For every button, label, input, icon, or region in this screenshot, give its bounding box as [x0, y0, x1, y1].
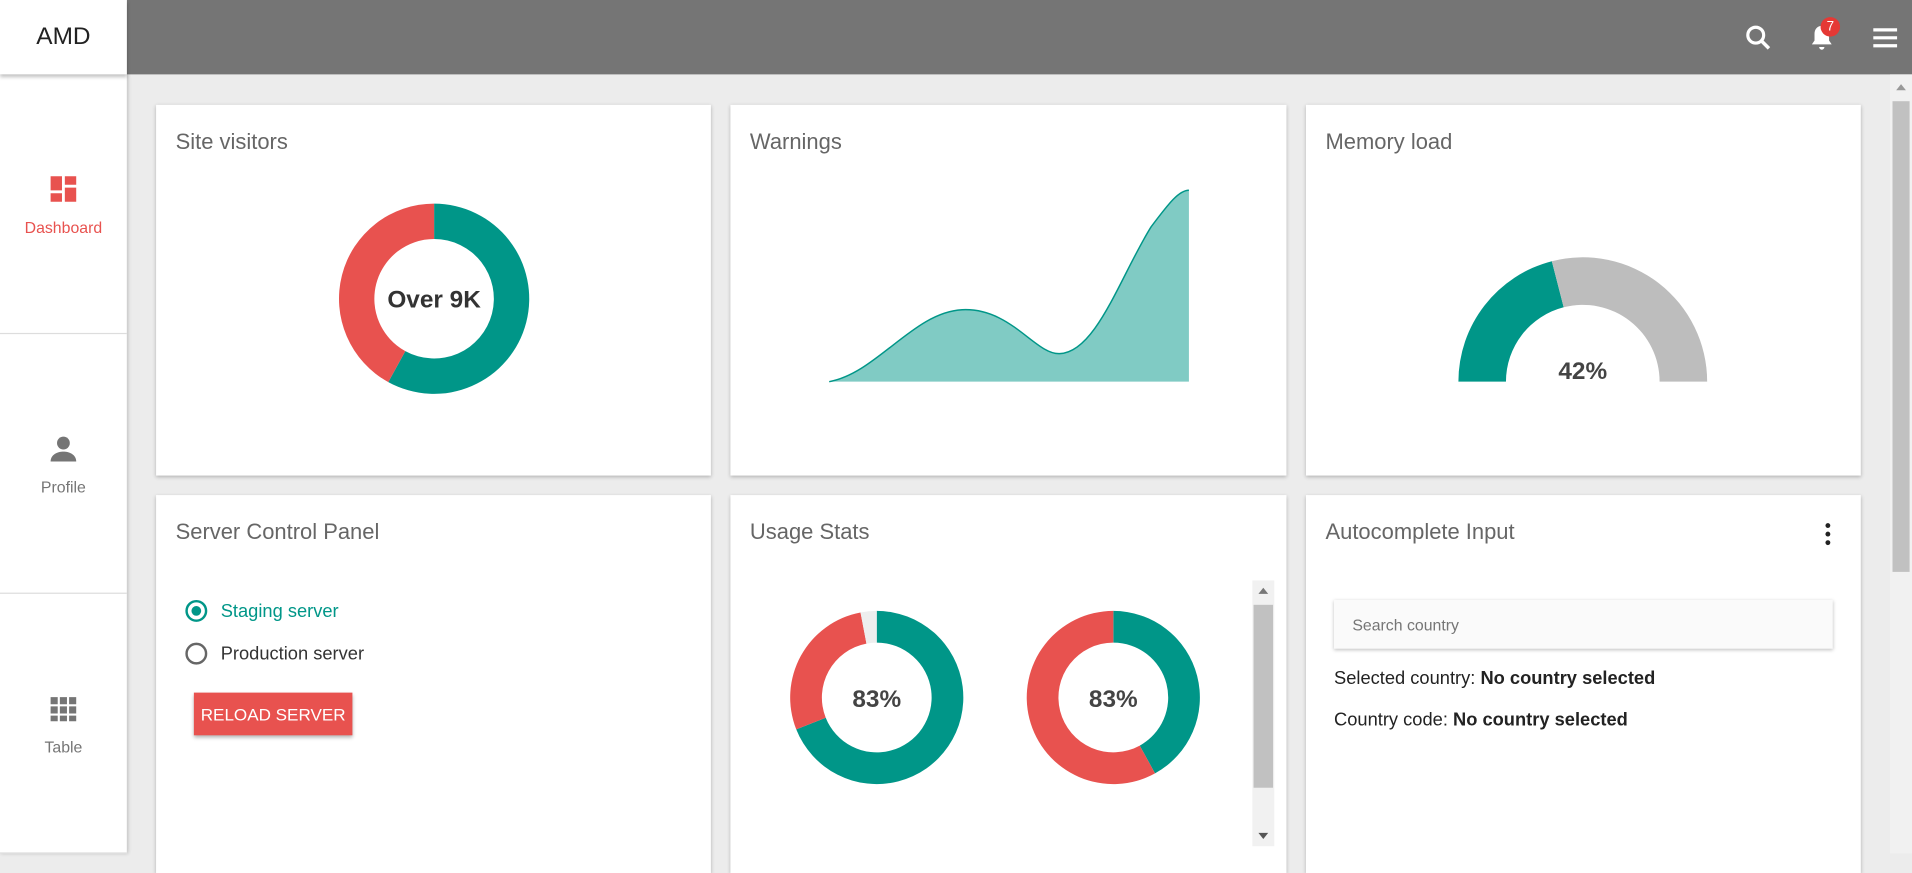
- sidebar: Dashboard Profile Table: [0, 74, 127, 854]
- card-title: Site visitors: [175, 129, 288, 154]
- card-title: Usage Stats: [749, 519, 870, 544]
- staging-server-radio[interactable]: Staging server: [185, 599, 339, 622]
- grid-icon: [50, 696, 77, 721]
- red-segment: [338, 203, 435, 383]
- server-control-card: Server Control Panel Staging server Prod…: [156, 495, 711, 873]
- usage-label-1: 83%: [852, 686, 901, 713]
- selected-country: Selected country: No country selected: [1334, 668, 1655, 689]
- reload-server-button[interactable]: RELOAD SERVER: [193, 692, 353, 736]
- sidebar-item-table[interactable]: Table: [0, 594, 127, 854]
- empty-segment: [860, 610, 877, 644]
- scrollbar-thumb[interactable]: [1253, 604, 1274, 788]
- scroll-up-icon[interactable]: [1896, 84, 1906, 91]
- scroll-up-icon[interactable]: [1258, 587, 1269, 594]
- person-icon: [50, 436, 77, 461]
- usage-donuts: 83% 83%: [790, 610, 1200, 785]
- warnings-card: Warnings: [730, 104, 1287, 476]
- selected-country-label: Selected country:: [1334, 668, 1476, 689]
- card-title: Server Control Panel: [175, 519, 380, 544]
- search-icon[interactable]: [1743, 22, 1775, 54]
- memory-gauge: 42%: [1458, 257, 1708, 385]
- card-title: Memory load: [1325, 129, 1453, 154]
- sidebar-item-label: Table: [44, 737, 83, 756]
- more-vert-icon[interactable]: [1821, 522, 1836, 546]
- usage-scrollbar[interactable]: [1252, 580, 1275, 847]
- teal-segment: [388, 203, 530, 394]
- sidebar-item-label: Profile: [40, 477, 86, 496]
- memory-load-card: Memory load 42%: [1305, 104, 1861, 476]
- sidebar-item-profile[interactable]: Profile: [0, 334, 127, 594]
- country-code-value: No country selected: [1452, 709, 1628, 731]
- scroll-down-icon[interactable]: [1258, 832, 1269, 839]
- sidebar-item-label: Dashboard: [24, 217, 103, 236]
- selected-country-value: No country selected: [1480, 668, 1656, 689]
- sidebar-item-dashboard[interactable]: Dashboard: [0, 74, 127, 335]
- card-title: Warnings: [749, 129, 842, 154]
- gauge-label: 42%: [1558, 358, 1607, 385]
- memory-free-segment: [1551, 257, 1708, 382]
- menu-icon[interactable]: [1869, 22, 1901, 54]
- page-scrollbar[interactable]: [1890, 74, 1912, 854]
- notification-badge: 7: [1820, 17, 1841, 37]
- warnings-area-chart: [829, 189, 1189, 383]
- autocomplete-card: Autocomplete Input Selected country: No …: [1305, 495, 1861, 873]
- usage-stats-card: Usage Stats 83% 83%: [730, 495, 1287, 873]
- country-code: Country code: No country selected: [1334, 710, 1628, 731]
- teal-segment: [796, 610, 964, 785]
- memory-used-segment: [1458, 261, 1564, 382]
- radio-label: Production server: [220, 643, 365, 664]
- app-logo[interactable]: AMD: [0, 0, 127, 75]
- warnings-area: [829, 190, 1189, 382]
- usage-label-2: 83%: [1089, 686, 1138, 713]
- card-title: Autocomplete Input: [1325, 519, 1515, 544]
- dashboard-icon: [50, 175, 77, 202]
- donut-center-label: Over 9K: [387, 286, 481, 313]
- search-country-input[interactable]: [1334, 599, 1833, 649]
- warnings-line: [829, 189, 1189, 383]
- production-server-radio[interactable]: Production server: [185, 642, 365, 665]
- red-segment: [790, 612, 867, 730]
- site-visitors-card: Site visitors Over 9K: [156, 104, 711, 476]
- radio-label: Staging server: [220, 600, 339, 622]
- top-bar: [126, 0, 1912, 75]
- scrollbar-thumb[interactable]: [1892, 101, 1910, 572]
- site-visitors-donut: Over 9K: [338, 203, 530, 394]
- country-code-label: Country code:: [1334, 709, 1448, 731]
- red-segment: [1026, 610, 1156, 785]
- teal-segment: [1113, 610, 1200, 774]
